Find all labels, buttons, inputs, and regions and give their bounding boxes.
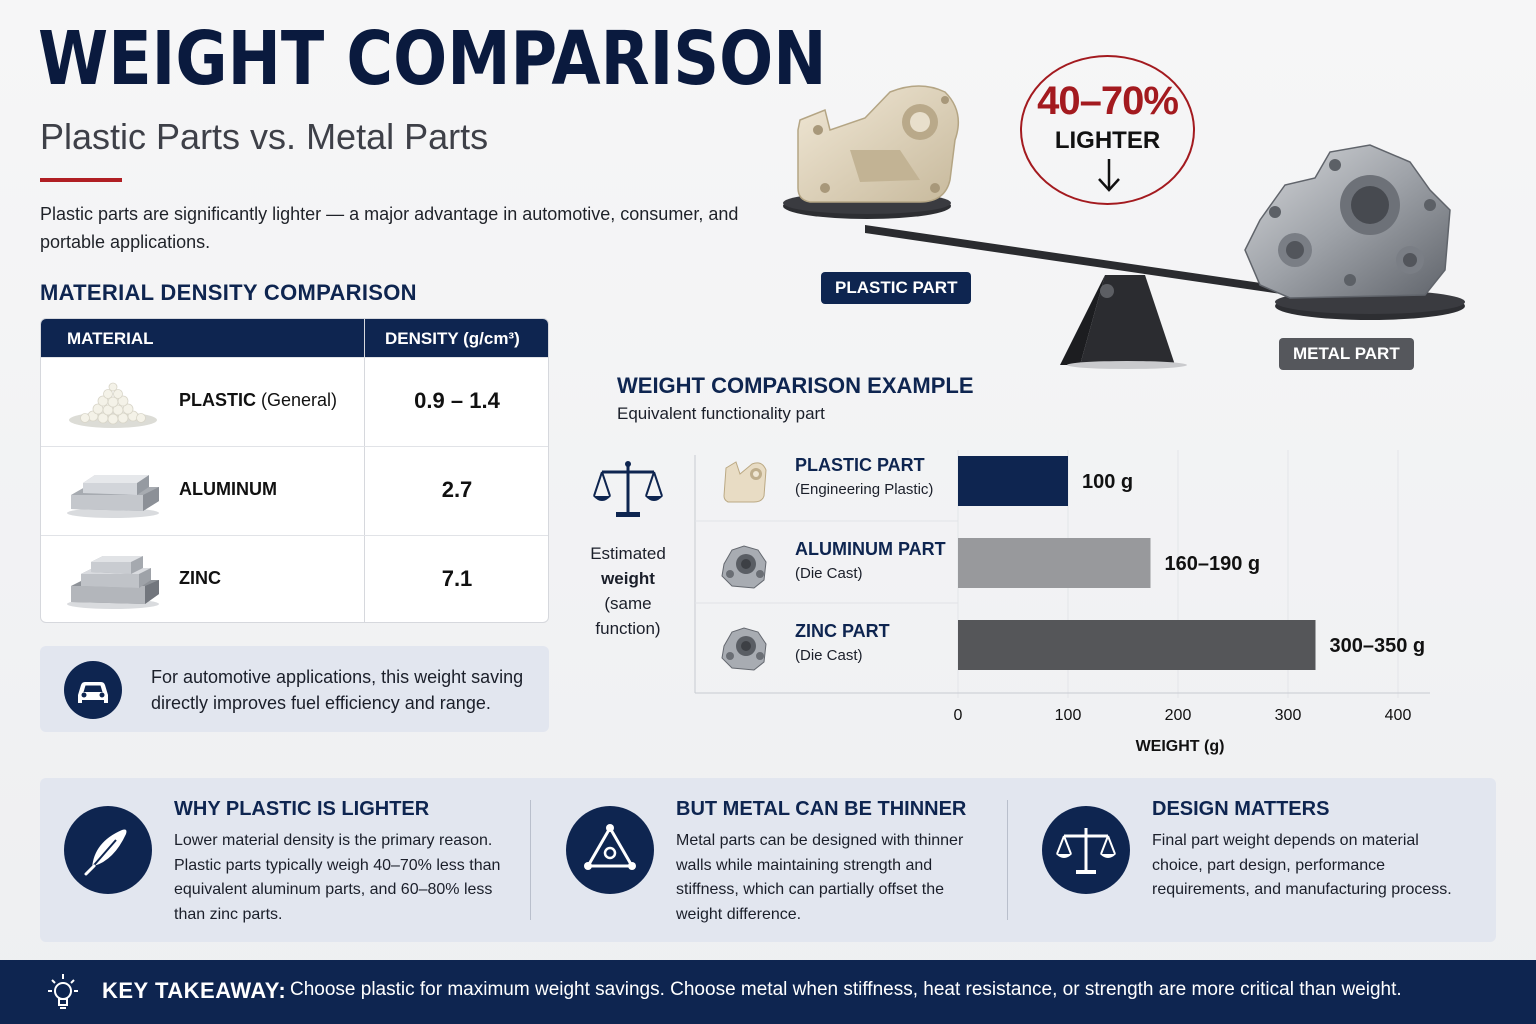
material-name: ZINC bbox=[179, 568, 221, 588]
info-title: DESIGN MATTERS bbox=[1152, 798, 1330, 820]
x-axis-label: WEIGHT (g) bbox=[1136, 738, 1225, 755]
chart-category-note: (Die Cast) bbox=[795, 565, 863, 582]
bar-aluminum-part bbox=[958, 538, 1151, 588]
density-value: 7.1 bbox=[441, 566, 473, 591]
bar-zinc-part bbox=[958, 620, 1316, 670]
bar-value-label: 300–350 g bbox=[1330, 635, 1426, 657]
info-body: Metal parts can be designed with thinner… bbox=[676, 832, 964, 923]
table-header: MATERIAL DENSITY (g/cm³) bbox=[41, 319, 548, 357]
lighter-badge: 40–70% LIGHTER bbox=[1020, 55, 1195, 205]
chart-category-note: (Engineering Plastic) bbox=[795, 481, 934, 498]
side-label-line: weight bbox=[601, 569, 655, 588]
side-label-line: Estimated bbox=[590, 544, 666, 563]
info-card-why-plastic: WHY PLASTIC IS LIGHTER Lower material de… bbox=[40, 778, 530, 942]
lighter-label: LIGHTER bbox=[1054, 127, 1161, 154]
feather-icon bbox=[64, 806, 152, 894]
chart-ticks: 0 100 200 300 400 bbox=[954, 707, 1412, 724]
x-tick-label: 300 bbox=[1275, 707, 1302, 724]
seesaw-illustration bbox=[783, 85, 1465, 369]
side-label-line: function) bbox=[595, 619, 661, 638]
table-row: PLASTIC (General) 0.9 – 1.4 bbox=[41, 357, 548, 446]
plastic-part-tag: PLASTIC PART bbox=[821, 272, 972, 304]
chart-category-label: PLASTIC PART bbox=[795, 455, 925, 475]
info-card-metal-thinner: BUT METAL CAN BE THINNER Metal parts can… bbox=[542, 778, 1008, 942]
intro-text: Plastic parts are significantly lighter … bbox=[40, 204, 739, 252]
info-divider bbox=[530, 800, 531, 920]
chart-category-label: ALUMINUM PART bbox=[795, 539, 946, 559]
info-body: Lower material density is the primary re… bbox=[174, 832, 501, 923]
chart-category-label: ZINC PART bbox=[795, 621, 890, 641]
info-body: Final part weight depends on material ch… bbox=[1152, 832, 1452, 898]
density-table: MATERIAL DENSITY (g/cm³) PLASTIC (Genera… bbox=[40, 318, 549, 623]
takeaway-text: Choose plastic for maximum weight saving… bbox=[290, 979, 1402, 1000]
plastic-part-thumb-icon bbox=[723, 461, 767, 503]
chart-subheading: Equivalent functionality part bbox=[617, 404, 825, 423]
material-name: ALUMINUM bbox=[179, 479, 277, 499]
lighter-percentage: 40–70% bbox=[1037, 79, 1179, 123]
page-title: WEIGHT COMPARISON bbox=[38, 16, 827, 102]
arrow-down-icon bbox=[1098, 159, 1120, 192]
col-material: MATERIAL bbox=[67, 329, 154, 348]
takeaway-label: KEY TAKEAWAY: bbox=[102, 978, 287, 1003]
table-divider bbox=[364, 319, 365, 622]
chart-category-note: (Die Cast) bbox=[795, 647, 863, 664]
metal-part-thumb-icon bbox=[721, 545, 767, 589]
chart-bars: 100 g 160–190 g 300–350 g bbox=[958, 456, 1425, 670]
density-value: 2.7 bbox=[441, 477, 473, 502]
material-qualifier: (General) bbox=[256, 390, 338, 410]
bar-plastic-part bbox=[958, 456, 1068, 506]
bar-value-label: 100 g bbox=[1082, 471, 1133, 493]
col-density: DENSITY (g/cm³) bbox=[385, 329, 520, 348]
side-label: Estimated weight (same function) bbox=[585, 541, 671, 641]
zinc-ingot-icon bbox=[67, 556, 159, 609]
x-tick-label: 200 bbox=[1165, 707, 1192, 724]
metal-part-thumb-icon bbox=[721, 627, 767, 671]
info-divider bbox=[1007, 800, 1008, 920]
bar-value-label: 160–190 g bbox=[1165, 553, 1261, 575]
density-value: 0.9 – 1.4 bbox=[414, 388, 500, 413]
lightbulb-icon bbox=[48, 974, 78, 1009]
x-tick-label: 100 bbox=[1055, 707, 1082, 724]
info-title: BUT METAL CAN BE THINNER bbox=[676, 798, 967, 820]
info-card-design-matters: DESIGN MATTERS Final part weight depends… bbox=[1018, 778, 1496, 942]
table-row: ALUMINUM 2.7 bbox=[41, 446, 548, 535]
row-separators bbox=[695, 520, 958, 604]
density-heading: MATERIAL DENSITY COMPARISON bbox=[40, 280, 417, 305]
weight-bar-chart: 100 g 160–190 g 300–350 g 0 100 200 300 400 WE… bbox=[694, 450, 1430, 755]
metal-part-tag: METAL PART bbox=[1279, 338, 1414, 370]
key-takeaway-bar: KEY TAKEAWAY: Choose plastic for maximum… bbox=[0, 960, 1536, 1024]
automotive-note-text: For automotive applications, this weight… bbox=[151, 667, 524, 713]
table-row: ZINC 7.1 bbox=[41, 535, 548, 622]
page-subtitle: Plastic Parts vs. Metal Parts bbox=[40, 116, 489, 157]
info-title: WHY PLASTIC IS LIGHTER bbox=[174, 798, 430, 820]
side-label-line: (same bbox=[604, 594, 652, 613]
balance-scale-icon bbox=[1042, 806, 1130, 894]
material-name: PLASTIC bbox=[179, 390, 257, 410]
balance-scale-icon bbox=[593, 461, 663, 517]
car-icon bbox=[64, 661, 122, 719]
plastic-pellets-icon bbox=[69, 382, 157, 428]
x-tick-label: 0 bbox=[954, 707, 963, 724]
triangle-nodes-icon bbox=[566, 806, 654, 894]
info-strip: WHY PLASTIC IS LIGHTER Lower material de… bbox=[40, 778, 1496, 942]
x-tick-label: 400 bbox=[1385, 707, 1412, 724]
chart-heading: WEIGHT COMPARISON EXAMPLE bbox=[617, 373, 974, 398]
aluminum-ingot-icon bbox=[67, 475, 159, 518]
title-underline bbox=[40, 178, 122, 182]
automotive-note: For automotive applications, this weight… bbox=[40, 646, 549, 732]
